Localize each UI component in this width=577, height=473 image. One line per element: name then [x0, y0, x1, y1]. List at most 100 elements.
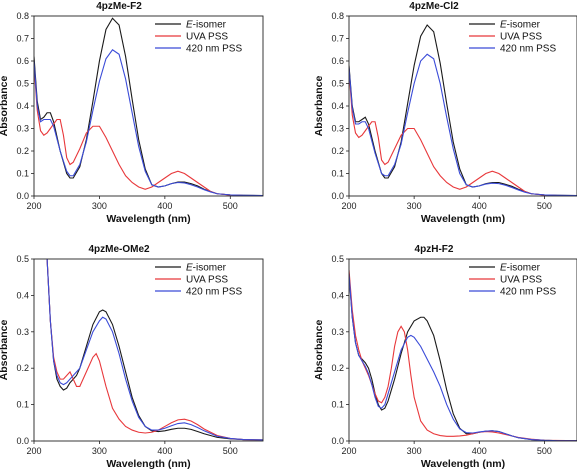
y-tick-label: 0.4	[16, 101, 29, 111]
y-tick-label: 0.7	[331, 34, 344, 44]
x-tick-label: 300	[407, 446, 422, 456]
legend-label: UVA PSS	[186, 32, 228, 43]
plot-frame	[348, 258, 577, 442]
y-tick-label: 0.5	[331, 79, 344, 89]
y-tick-label: 0.0	[16, 191, 29, 201]
x-axis-title: Wavelength (nm)	[421, 458, 505, 470]
y-tick-label: 0.5	[331, 254, 344, 264]
plot-frame	[33, 15, 264, 197]
y-tick-label: 0.2	[331, 363, 344, 373]
y-tick-label: 0.2	[331, 146, 344, 156]
chart-panel-1: 200 300 400 500 0.0 0.1 0.2 0.3 0.4 0.5 0.6 0.7 0.8 4…	[0, 1, 264, 225]
x-tick-label: 200	[341, 201, 356, 211]
legend-label: UVA PSS	[500, 32, 542, 43]
chart-title: 4pzMe-Cl2	[409, 1, 459, 12]
legend-label-text: -isomer	[507, 20, 541, 31]
series-line-2	[349, 69, 577, 196]
x-axis-title: Wavelength (nm)	[421, 213, 505, 225]
legend-label: 420 nm PSS	[500, 287, 556, 298]
y-tick-label: 0.1	[16, 400, 29, 410]
y-tick-label: 0.3	[331, 124, 344, 134]
x-tick-label: 500	[537, 201, 552, 211]
legend-label-text: -isomer	[507, 263, 541, 274]
x-tick-label: 300	[407, 201, 422, 211]
legend-label-text: -isomer	[193, 263, 227, 274]
legend-label: UVA PSS	[500, 275, 542, 286]
chart-title: 4pzMe-F2	[96, 1, 142, 12]
y-tick-label: 0.6	[16, 56, 29, 66]
y-tick-label: 0.0	[16, 436, 29, 446]
series-line-3	[34, 48, 263, 196]
series-line-3	[46, 259, 263, 441]
legend-label: 420 nm PSS	[500, 44, 556, 55]
legend-label-prefix: E	[500, 263, 507, 274]
y-tick-label: 0.3	[16, 124, 29, 134]
series-line-1	[46, 259, 263, 441]
y-tick-label: 0.2	[16, 146, 29, 156]
y-axis-title: Absorbance	[0, 320, 10, 381]
y-axis-title: Absorbance	[313, 320, 325, 381]
y-axis-title: Absorbance	[313, 76, 325, 137]
y-axis-title: Absorbance	[0, 76, 10, 137]
legend-label: E-isomer	[186, 20, 227, 31]
legend-label-text: -isomer	[193, 20, 227, 31]
plot-frame	[348, 15, 577, 197]
y-tick-label: 0.4	[331, 290, 344, 300]
y-tick-label: 0.8	[331, 11, 344, 21]
legend-label: E-isomer	[500, 263, 541, 274]
series-line-3	[349, 53, 577, 196]
x-tick-label: 400	[472, 201, 487, 211]
x-tick-label: 500	[223, 446, 238, 456]
y-tick-label: 0.1	[331, 400, 344, 410]
legend-label: E-isomer	[500, 20, 541, 31]
legend-label: E-isomer	[186, 263, 227, 274]
series-line-2	[34, 65, 263, 196]
x-tick-label: 400	[472, 446, 487, 456]
y-tick-label: 0.1	[16, 169, 29, 179]
chart-panel-3: 200 300 400 500 0.0 0.1 0.2 0.3 0.4 0.5 4pzMe-OMe2…	[0, 244, 264, 470]
chart-panel-4: 200 300 400 500 0.0 0.1 0.2 0.3 0.4 0.5 4pzH-F2 Wav…	[313, 244, 577, 470]
chart-panel-2: 200 300 400 500 0.0 0.1 0.2 0.3 0.4 0.5 0.6 0.7 0.8 4…	[313, 1, 577, 225]
legend-label: 420 nm PSS	[186, 44, 242, 55]
series-line-3	[349, 273, 577, 441]
y-tick-label: 0.2	[16, 363, 29, 373]
y-tick-label: 0.8	[16, 11, 29, 21]
y-tick-label: 0.1	[331, 169, 344, 179]
y-tick-label: 0.0	[331, 436, 344, 446]
x-tick-label: 300	[92, 201, 107, 211]
y-tick-label: 0.5	[16, 79, 29, 89]
legend-label: 420 nm PSS	[186, 287, 242, 298]
y-tick-label: 0.4	[331, 101, 344, 111]
x-tick-label: 400	[157, 201, 172, 211]
y-tick-label: 0.5	[16, 254, 29, 264]
x-tick-label: 200	[341, 446, 356, 456]
legend-label: UVA PSS	[186, 275, 228, 286]
chart-title: 4pzMe-OMe2	[88, 244, 150, 255]
y-tick-label: 0.0	[331, 191, 344, 201]
y-tick-label: 0.4	[16, 290, 29, 300]
x-tick-label: 500	[223, 201, 238, 211]
x-axis-title: Wavelength (nm)	[106, 213, 190, 225]
series-line-1	[34, 17, 263, 196]
legend-label-prefix: E	[500, 20, 507, 31]
x-tick-label: 200	[26, 201, 41, 211]
legend-label-prefix: E	[186, 20, 193, 31]
y-tick-label: 0.3	[331, 327, 344, 337]
y-tick-label: 0.3	[16, 327, 29, 337]
legend-label-prefix: E	[186, 263, 193, 274]
x-tick-label: 500	[537, 446, 552, 456]
y-tick-label: 0.6	[331, 56, 344, 66]
series-line-1	[349, 273, 577, 441]
x-tick-label: 400	[157, 446, 172, 456]
chart-title: 4pzH-F2	[415, 244, 454, 255]
y-tick-label: 0.7	[16, 34, 29, 44]
series-line-2	[46, 259, 263, 441]
plot-frame	[33, 258, 264, 442]
series-line-1	[349, 24, 577, 196]
x-tick-label: 300	[92, 446, 107, 456]
